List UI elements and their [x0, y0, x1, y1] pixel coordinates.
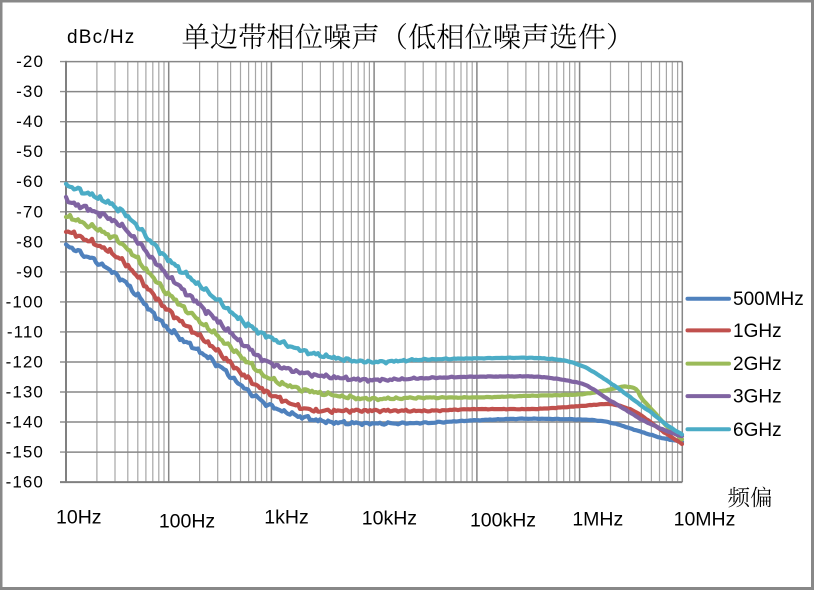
svg-text:10kHz: 10kHz [362, 508, 417, 530]
svg-text:-140: -140 [6, 413, 44, 432]
svg-text:-70: -70 [16, 202, 44, 221]
svg-text:100kHz: 100kHz [470, 510, 536, 532]
svg-text:-150: -150 [6, 443, 44, 462]
svg-text:-50: -50 [16, 142, 44, 161]
svg-text:-90: -90 [16, 262, 44, 281]
svg-text:-120: -120 [6, 353, 44, 372]
svg-text:-100: -100 [6, 292, 44, 311]
svg-text:500MHz: 500MHz [733, 289, 804, 310]
svg-text:2GHz: 2GHz [733, 354, 782, 375]
svg-text:1MHz: 1MHz [572, 509, 623, 531]
svg-text:-60: -60 [16, 172, 44, 191]
svg-text:-160: -160 [6, 473, 44, 492]
svg-text:dBc/Hz: dBc/Hz [67, 27, 135, 48]
svg-text:1kHz: 1kHz [264, 507, 308, 529]
svg-text:1GHz: 1GHz [733, 321, 782, 342]
svg-text:3GHz: 3GHz [733, 387, 782, 408]
svg-text:-130: -130 [6, 383, 44, 402]
svg-text:10MHz: 10MHz [674, 509, 736, 531]
svg-text:-110: -110 [7, 322, 44, 341]
svg-text:-80: -80 [16, 232, 44, 251]
svg-text:10Hz: 10Hz [56, 507, 102, 529]
svg-text:100Hz: 100Hz [159, 511, 215, 533]
svg-text:-40: -40 [16, 112, 44, 131]
svg-text:-20: -20 [16, 52, 44, 71]
svg-text:6GHz: 6GHz [733, 420, 782, 441]
svg-text:-30: -30 [16, 82, 44, 101]
